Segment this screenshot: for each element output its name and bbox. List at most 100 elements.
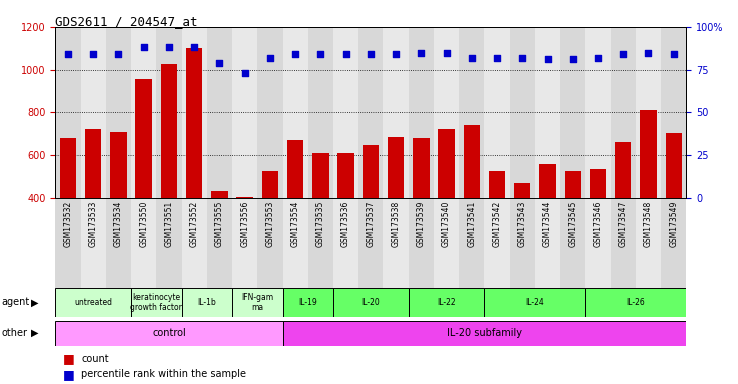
Text: percentile rank within the sample: percentile rank within the sample <box>81 369 246 379</box>
Bar <box>510 198 535 288</box>
Text: other: other <box>1 328 27 338</box>
Point <box>491 55 503 61</box>
Text: GSM173550: GSM173550 <box>139 200 148 247</box>
Bar <box>409 288 484 317</box>
Bar <box>585 198 610 288</box>
Bar <box>207 27 232 198</box>
Bar <box>459 27 484 198</box>
Bar <box>55 27 80 198</box>
Bar <box>80 198 106 288</box>
Bar <box>283 27 308 198</box>
Point <box>339 51 351 57</box>
Bar <box>55 288 131 317</box>
Bar <box>362 146 379 198</box>
Text: GSM173533: GSM173533 <box>89 200 97 247</box>
Point <box>188 44 200 50</box>
Bar <box>131 198 156 288</box>
Text: GSM173536: GSM173536 <box>341 200 350 247</box>
Bar <box>535 27 560 198</box>
Point <box>62 51 74 57</box>
Bar <box>641 110 657 198</box>
Bar <box>283 321 686 346</box>
Bar <box>661 27 686 198</box>
Text: IL-20 subfamily: IL-20 subfamily <box>447 328 522 338</box>
Bar <box>110 132 127 198</box>
Bar <box>161 64 177 198</box>
Bar <box>610 198 636 288</box>
Bar <box>333 288 409 317</box>
Bar <box>434 198 459 288</box>
Text: GDS2611 / 204547_at: GDS2611 / 204547_at <box>55 15 198 28</box>
Bar <box>55 198 80 288</box>
Bar <box>232 198 258 288</box>
Point <box>112 51 124 57</box>
Bar <box>388 137 404 198</box>
Text: GSM173547: GSM173547 <box>618 200 628 247</box>
Text: keratinocyte
growth factor: keratinocyte growth factor <box>131 293 182 312</box>
Text: agent: agent <box>1 297 30 308</box>
Bar <box>384 198 409 288</box>
Point <box>365 51 376 57</box>
Bar <box>232 288 283 317</box>
Bar <box>131 288 182 317</box>
Text: GSM173541: GSM173541 <box>467 200 476 247</box>
Bar <box>358 198 384 288</box>
Bar <box>258 27 283 198</box>
Bar <box>106 27 131 198</box>
Bar <box>636 27 661 198</box>
Bar <box>459 198 484 288</box>
Bar <box>156 27 182 198</box>
Point <box>390 51 402 57</box>
Bar <box>484 198 510 288</box>
Bar <box>565 171 581 198</box>
Point <box>617 51 629 57</box>
Bar <box>106 198 131 288</box>
Bar <box>358 27 384 198</box>
Text: GSM173540: GSM173540 <box>442 200 451 247</box>
Bar <box>615 142 632 198</box>
Bar <box>182 198 207 288</box>
Text: GSM173538: GSM173538 <box>392 200 401 247</box>
Bar <box>156 198 182 288</box>
Point <box>264 55 276 61</box>
Text: GSM173555: GSM173555 <box>215 200 224 247</box>
Point <box>466 55 477 61</box>
Bar <box>434 27 459 198</box>
Bar <box>585 288 686 317</box>
Bar <box>463 125 480 198</box>
Bar <box>232 27 258 198</box>
Point <box>517 55 528 61</box>
Point <box>415 50 427 56</box>
Point <box>542 56 554 63</box>
Point <box>87 51 99 57</box>
Bar <box>182 27 207 198</box>
Text: GSM173553: GSM173553 <box>266 200 275 247</box>
Text: ■: ■ <box>63 353 75 366</box>
Text: GSM173551: GSM173551 <box>165 200 173 247</box>
Point <box>668 51 680 57</box>
Bar <box>510 27 535 198</box>
Text: GSM173532: GSM173532 <box>63 200 72 247</box>
Point <box>138 44 150 50</box>
Point <box>213 60 225 66</box>
Text: IL-26: IL-26 <box>627 298 645 307</box>
Bar <box>80 27 106 198</box>
Bar <box>666 132 682 198</box>
Bar <box>489 171 506 198</box>
Bar <box>333 27 358 198</box>
Text: GSM173556: GSM173556 <box>240 200 249 247</box>
Text: IL-22: IL-22 <box>437 298 456 307</box>
Bar <box>636 198 661 288</box>
Bar <box>514 183 531 198</box>
Text: GSM173546: GSM173546 <box>593 200 602 247</box>
Text: IL-19: IL-19 <box>298 298 317 307</box>
Bar <box>186 48 202 198</box>
Bar <box>312 153 328 198</box>
Bar <box>484 27 510 198</box>
Point <box>643 50 655 56</box>
Bar <box>258 198 283 288</box>
Bar <box>236 197 253 198</box>
Text: IFN-gam
ma: IFN-gam ma <box>241 293 273 312</box>
Bar <box>333 198 358 288</box>
Bar <box>283 198 308 288</box>
